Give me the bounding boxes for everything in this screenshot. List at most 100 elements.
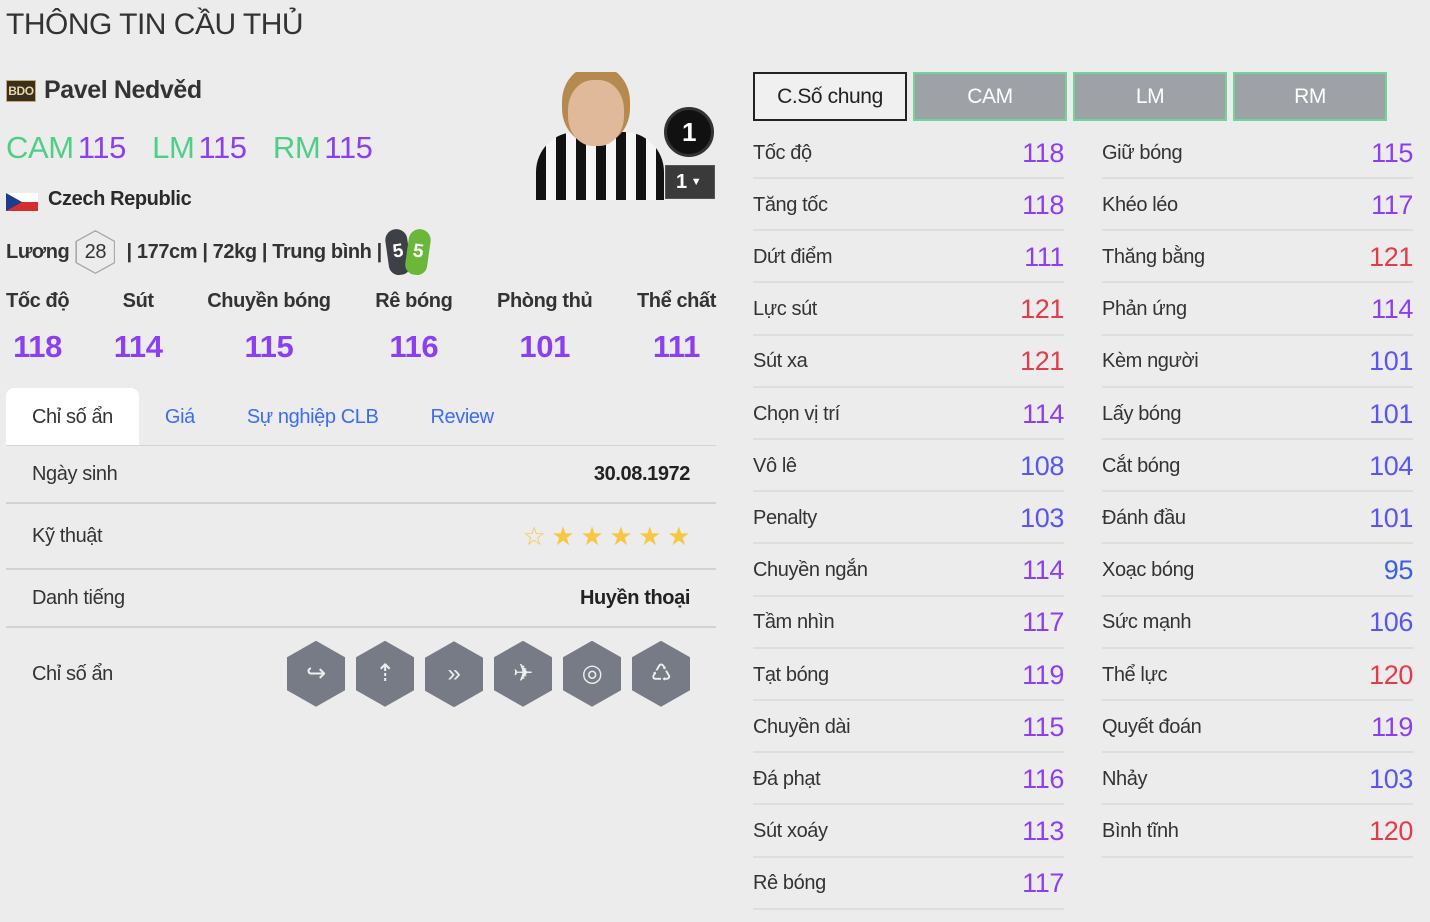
stat-value: 114 — [1022, 555, 1064, 586]
caret-down-icon: ▼ — [690, 176, 702, 188]
stat-row: Lực sút 121 — [753, 284, 1064, 336]
right-foot-icon: 5 — [403, 227, 433, 277]
stat-label: Vô lê — [753, 454, 797, 477]
stat-label: Bình tĩnh — [1102, 820, 1179, 843]
separator: | — [197, 240, 213, 263]
stat-value: 114 — [1371, 294, 1413, 325]
stat-row: Tầm nhìn 117 — [753, 597, 1064, 649]
separator: | — [121, 240, 137, 263]
player-photo — [536, 72, 664, 200]
body-type: Trung bình — [272, 240, 372, 263]
stat-row: Bình tĩnh 120 — [1102, 806, 1413, 858]
stat-label: Lực sút — [753, 298, 817, 321]
stat-value: 101 — [1369, 398, 1413, 429]
stat-row: Sút xa 121 — [753, 336, 1064, 388]
stat-value: 103 — [1020, 502, 1064, 533]
stat-row: Chuyền ngắn 114 — [753, 545, 1064, 597]
stat-label: Kèm người — [1102, 350, 1199, 373]
stat-label: Chuyền ngắn — [753, 559, 868, 582]
level-select[interactable]: 1 ▼ — [665, 165, 715, 199]
stat-value: 121 — [1020, 294, 1064, 325]
fame-label: Danh tiếng — [32, 586, 125, 609]
salary-label: Lương — [6, 240, 70, 263]
traits-list: ↪ ⇡» ✈ ◎ ♺ — [276, 640, 690, 708]
main-stat-label: Thể chất — [636, 290, 716, 312]
stat-value: 116 — [1022, 763, 1064, 794]
main-stat-label: Phòng thủ — [497, 290, 593, 312]
stat-value: 113 — [1022, 816, 1064, 847]
main-stat-value: 115 — [244, 329, 294, 364]
stat-label: Tạt bóng — [753, 663, 829, 686]
stat-row: Phản ứng 114 — [1102, 284, 1413, 336]
trait-finesse-shot-icon[interactable]: ◎ — [563, 640, 621, 707]
tab-3[interactable]: Review — [430, 406, 494, 428]
main-stat-value: 116 — [389, 329, 439, 364]
position-label: LM — [152, 130, 195, 165]
stat-row: Vô lê 108 — [753, 440, 1064, 493]
season-badge-icon: BDO — [6, 80, 36, 102]
tab-1[interactable]: Giá — [164, 406, 195, 428]
main-stat-value: 111 — [652, 329, 701, 364]
stat-label: Chọn vị trí — [753, 402, 840, 425]
trait-power-header-icon[interactable]: ✈ — [494, 640, 552, 707]
tab-2[interactable]: Sự nghiệp CLB — [246, 406, 379, 428]
right-foot-value: 5 — [411, 240, 425, 263]
position-label: RM — [272, 130, 321, 165]
star-filled-icon: ★ — [580, 520, 604, 551]
stat-value: 95 — [1383, 555, 1414, 586]
stat-row: Cắt bóng 104 — [1102, 440, 1413, 493]
birth-value: 30.08.1972 — [593, 462, 691, 485]
stat-value: 121 — [1020, 346, 1064, 377]
star-filled-icon: ★ — [667, 520, 690, 551]
traits-row: Chỉ số ẩn ↪ ⇡» ✈ ◎ ♺ — [6, 628, 716, 720]
stat-row: Nhảy 103 — [1102, 753, 1413, 806]
stat-value: 103 — [1369, 763, 1413, 794]
star-filled-icon: ★ — [609, 520, 633, 551]
stat-value: 114 — [1022, 398, 1064, 429]
stat-row: Giữ bóng 115 — [1102, 127, 1413, 179]
info-tabs: Chỉ số ẩn Giá Sự nghiệp CLB Review — [6, 388, 716, 446]
main-stat: Rê bóng 116 — [375, 290, 453, 365]
stat-tab-2[interactable]: LM — [1073, 72, 1227, 121]
stat-row: Chọn vị trí 114 — [753, 388, 1064, 440]
main-stat-value: 114 — [113, 329, 163, 364]
stat-label: Thăng bằng — [1102, 245, 1205, 268]
tab-0[interactable]: Chỉ số ẩn — [6, 388, 139, 445]
traits-label: Chỉ số ẩn — [32, 662, 113, 685]
stat-row: Đánh đầu 101 — [1102, 492, 1413, 545]
upgrade-level-badge: 1 — [664, 107, 714, 157]
stat-value: 118 — [1022, 137, 1064, 168]
trait-long-shot-icon[interactable]: ⇡ — [356, 640, 414, 707]
stat-value: 108 — [1020, 450, 1064, 481]
skill-stars: ☆ ★ ★ ★ ★ ★ — [516, 521, 690, 552]
star-empty-icon: ☆ — [522, 520, 546, 551]
trait-curl-pass-icon[interactable]: ↪ — [287, 640, 345, 707]
trait-speed-dribbler-icon[interactable]: » — [425, 641, 483, 708]
page-title: THÔNG TIN CẦU THỦ — [6, 8, 304, 41]
stat-label: Xoạc bóng — [1102, 559, 1195, 582]
stat-value: 101 — [1369, 502, 1413, 533]
skill-row: Kỹ thuật ☆ ★ ★ ★ ★ ★ — [6, 504, 716, 570]
birth-label: Ngày sinh — [32, 462, 118, 485]
stat-value: 119 — [1022, 659, 1064, 690]
stat-tab-0[interactable]: C.Số chung — [753, 72, 907, 121]
position-ovr: 115 — [77, 130, 127, 165]
stat-value: 120 — [1369, 659, 1413, 690]
stat-label: Quyết đoán — [1102, 715, 1202, 738]
stat-label: Sức mạnh — [1102, 611, 1192, 634]
separator: | — [256, 240, 273, 263]
trait-stamina-lungs-icon[interactable]: ♺ — [632, 640, 690, 707]
stat-value: 117 — [1022, 607, 1064, 638]
stat-label: Đánh đầu — [1102, 506, 1186, 529]
position-ratings: CAM 115 LM 115 RM 115 — [6, 130, 391, 166]
main-stat: Phòng thủ 101 — [497, 290, 593, 365]
stat-label: Tầm nhìn — [753, 611, 835, 634]
stat-row: Thăng bằng 121 — [1102, 231, 1413, 284]
stat-value: 101 — [1369, 346, 1413, 377]
player-info-line: Lương 28 | 177cm | 72kg | Trung bình | 5… — [6, 227, 433, 277]
stat-tab-3[interactable]: RM — [1233, 72, 1387, 121]
position-ovr: 115 — [324, 130, 373, 165]
main-stat-value: 101 — [519, 329, 570, 364]
position-label: CAM — [6, 130, 74, 165]
stat-tab-1[interactable]: CAM — [913, 72, 1067, 121]
